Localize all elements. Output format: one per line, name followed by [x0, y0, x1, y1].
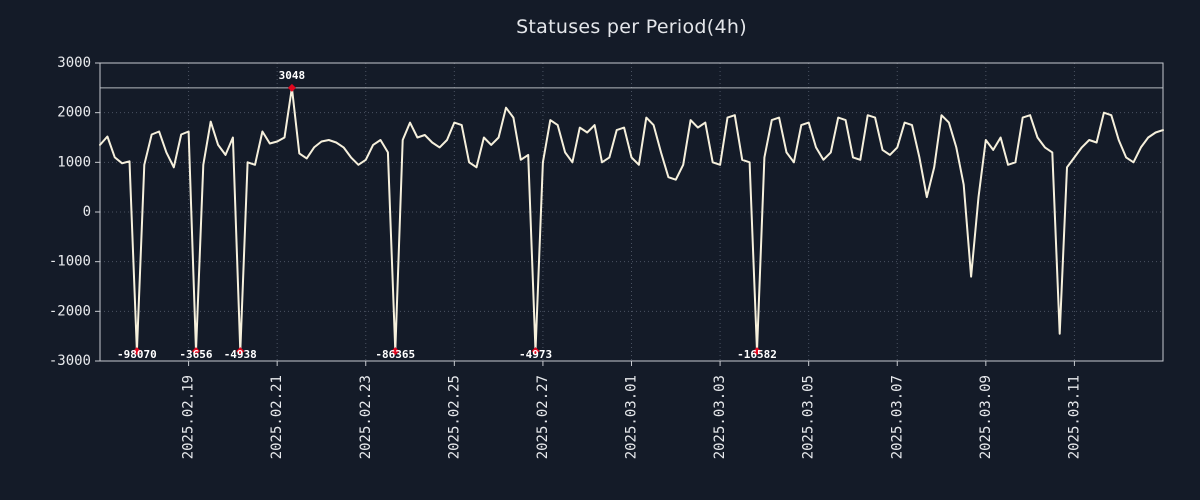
- svg-text:1000: 1000: [57, 154, 91, 170]
- svg-text:2025.03.07: 2025.03.07: [889, 375, 905, 459]
- svg-text:2025.02.27: 2025.02.27: [535, 375, 551, 459]
- svg-text:2025.03.01: 2025.03.01: [624, 375, 640, 459]
- svg-text:-1000: -1000: [49, 254, 91, 270]
- svg-text:-16582: -16582: [737, 348, 777, 361]
- svg-text:2025.03.05: 2025.03.05: [801, 375, 817, 459]
- svg-text:-4938: -4938: [224, 348, 257, 361]
- svg-text:-3656: -3656: [179, 348, 212, 361]
- svg-text:2000: 2000: [57, 105, 91, 121]
- svg-text:2025.02.19: 2025.02.19: [181, 375, 197, 459]
- svg-text:3000: 3000: [57, 55, 91, 71]
- svg-text:-86365: -86365: [375, 348, 415, 361]
- svg-text:-98070: -98070: [117, 348, 157, 361]
- svg-text:2025.03.09: 2025.03.09: [978, 375, 994, 459]
- svg-text:-3000: -3000: [49, 353, 91, 369]
- svg-text:2025.02.23: 2025.02.23: [358, 375, 374, 459]
- svg-text:0: 0: [83, 204, 91, 220]
- svg-text:-4973: -4973: [519, 348, 552, 361]
- svg-text:-2000: -2000: [49, 303, 91, 319]
- svg-text:2025.03.11: 2025.03.11: [1066, 375, 1082, 459]
- svg-text:2025.02.25: 2025.02.25: [446, 375, 462, 459]
- svg-text:3048: 3048: [279, 69, 306, 82]
- svg-text:2025.02.21: 2025.02.21: [269, 375, 285, 459]
- svg-text:2025.03.03: 2025.03.03: [712, 375, 728, 459]
- chart-title: Statuses per Period(4h): [516, 16, 747, 38]
